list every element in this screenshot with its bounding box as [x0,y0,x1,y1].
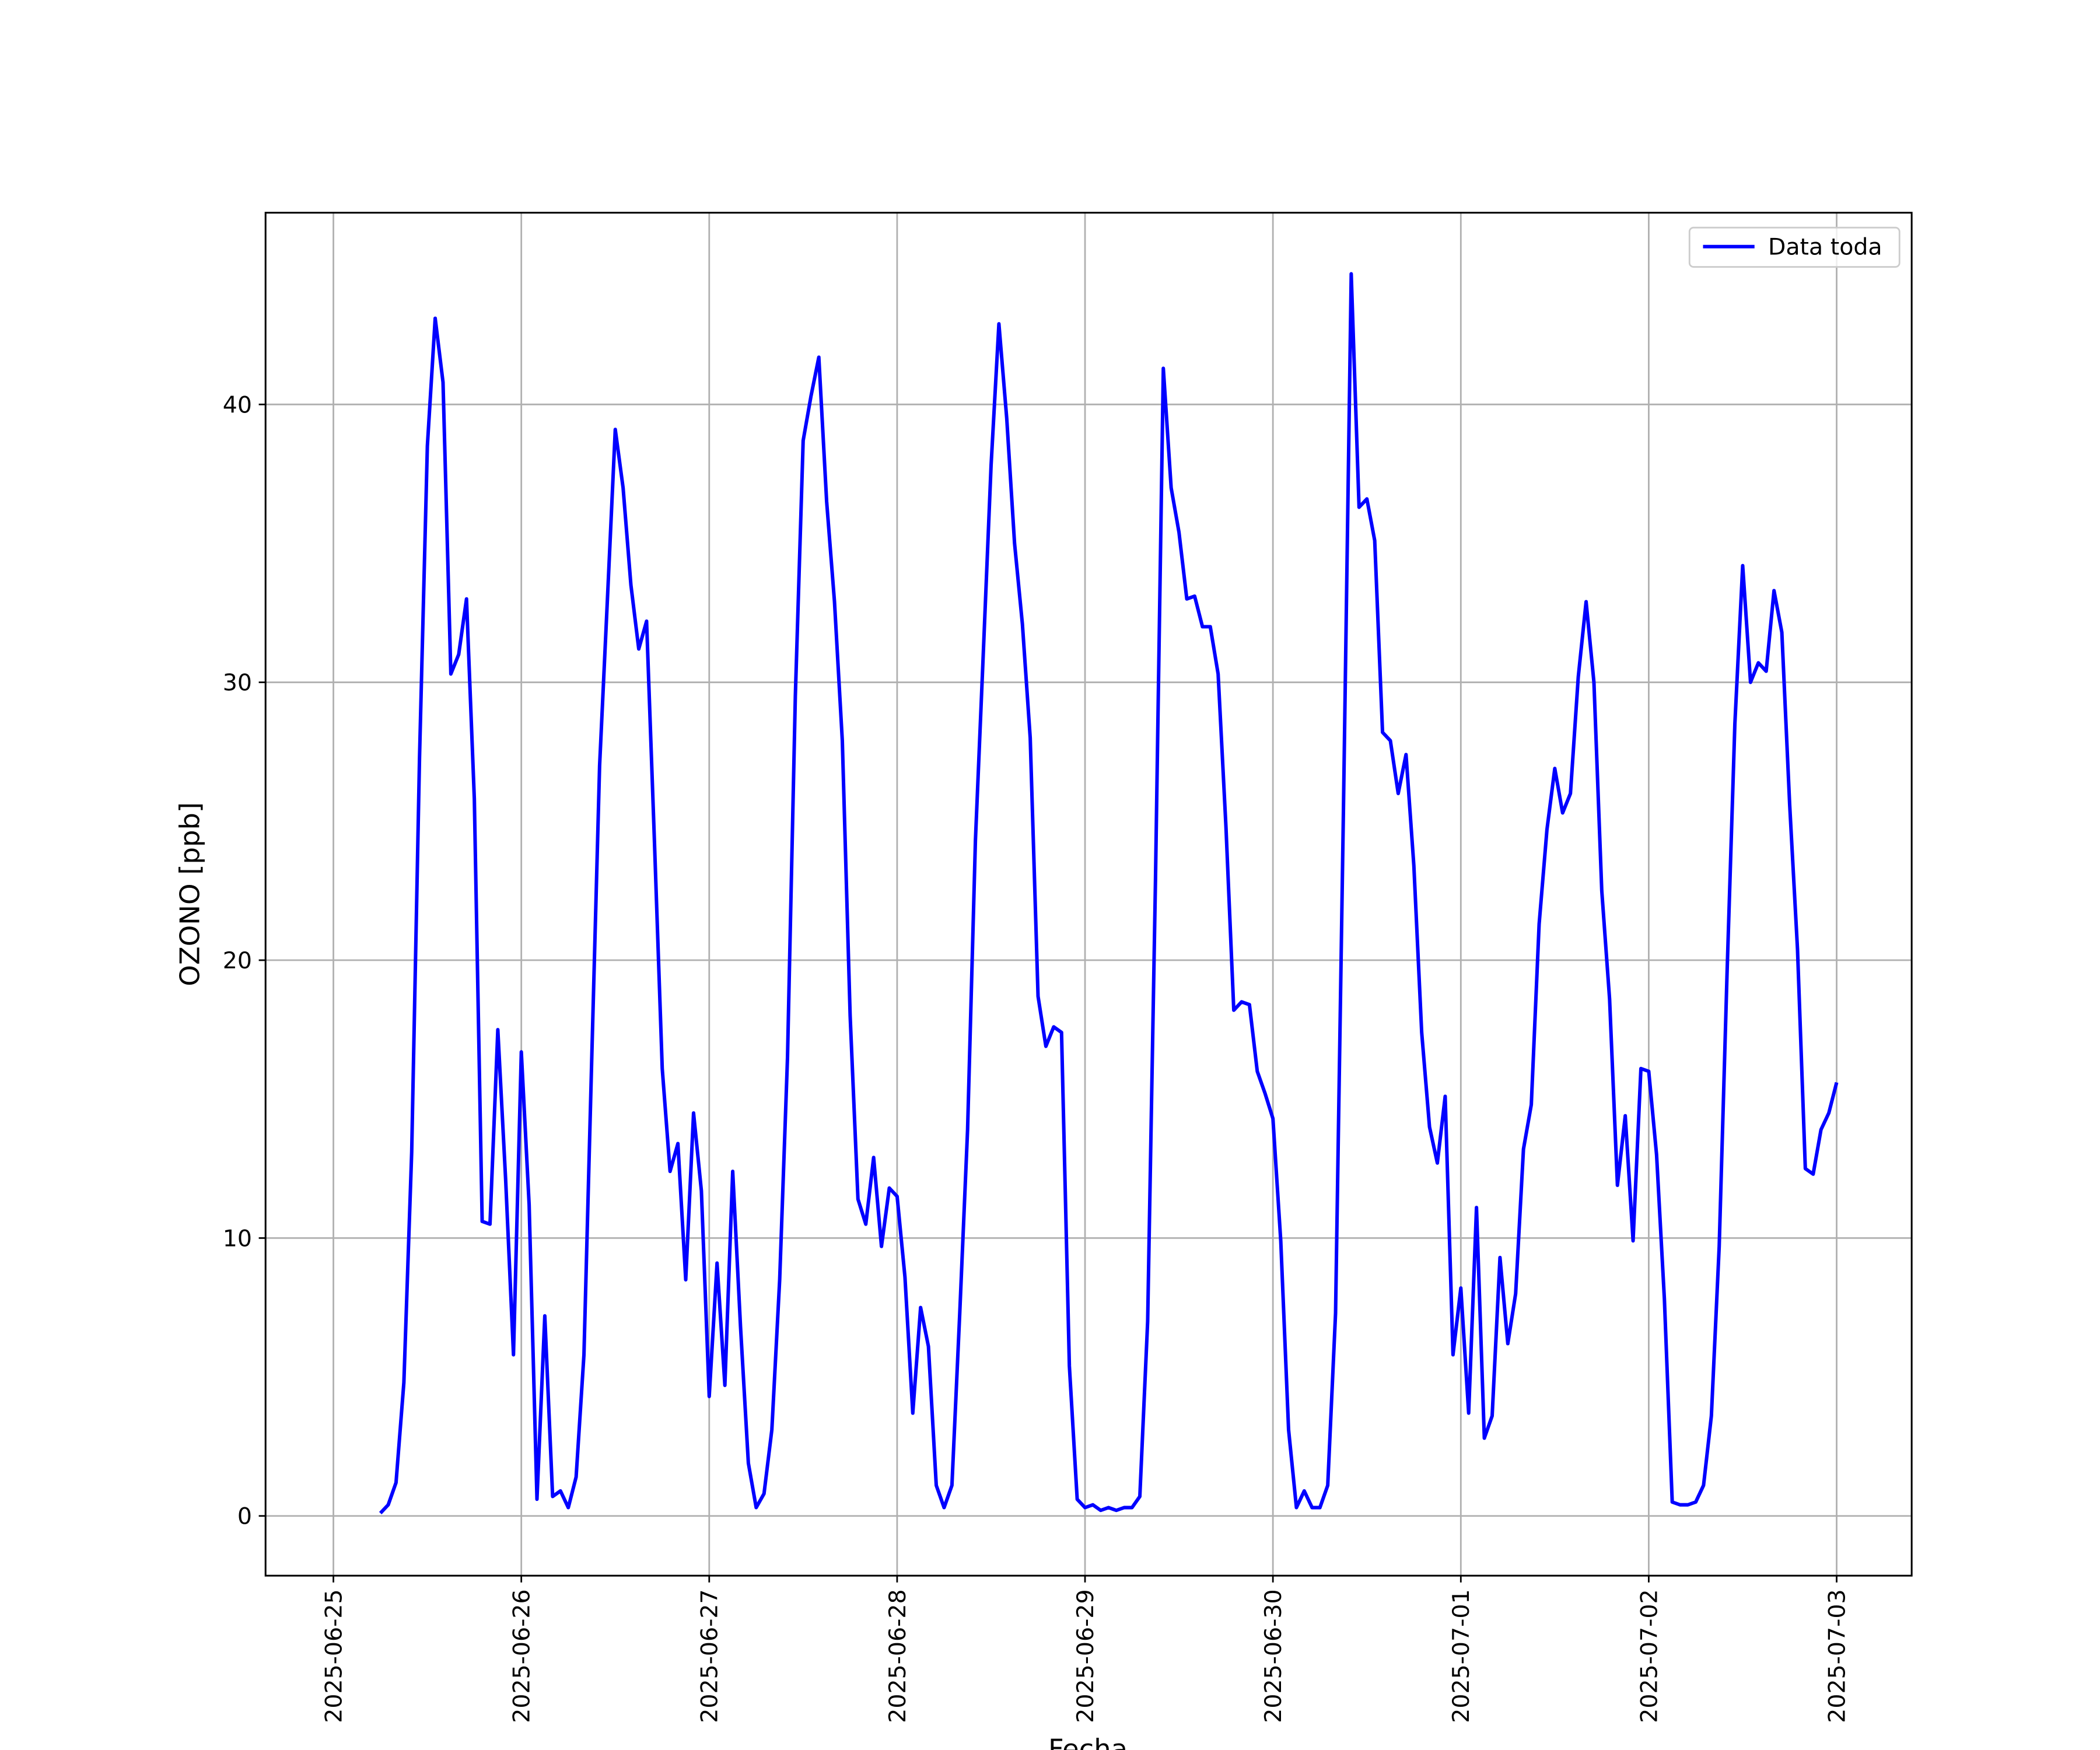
y-tick-label: 30 [223,670,252,696]
x-tick-label: 2025-06-27 [696,1589,723,1723]
ticks: 0 10 20 30 40 2025-06-25 2025-06-26 2025-06-27 2… [223,391,1851,1723]
x-tick-label: 2025-07-03 [1824,1589,1850,1723]
x-tick-label: 2025-06-28 [884,1589,911,1723]
y-tick-label: 20 [223,947,252,974]
y-tick-label: 0 [237,1503,252,1530]
x-tick-label: 2025-06-30 [1260,1589,1287,1723]
x-tick-label: 2025-06-29 [1072,1589,1099,1723]
legend-box [1688,226,1901,268]
legend-label: Data toda [1768,234,1882,261]
y-axis-label: OZONO [ppb] [174,802,205,986]
x-axis-label: Fecha [1048,1734,1128,1750]
data-line [379,272,1839,1515]
grid [265,212,1912,1576]
axes-frame [264,212,1913,1577]
x-tick-label: 2025-06-26 [509,1589,536,1723]
legend: Data toda [1688,226,1901,268]
y-tick-label: 40 [223,391,252,418]
y-tick-label: 10 [223,1225,252,1252]
x-tick-label: 2025-07-02 [1636,1589,1662,1723]
plot-area [379,272,1839,1515]
x-tick-label: 2025-06-25 [320,1589,347,1723]
x-tick-label: 2025-07-01 [1448,1589,1475,1723]
